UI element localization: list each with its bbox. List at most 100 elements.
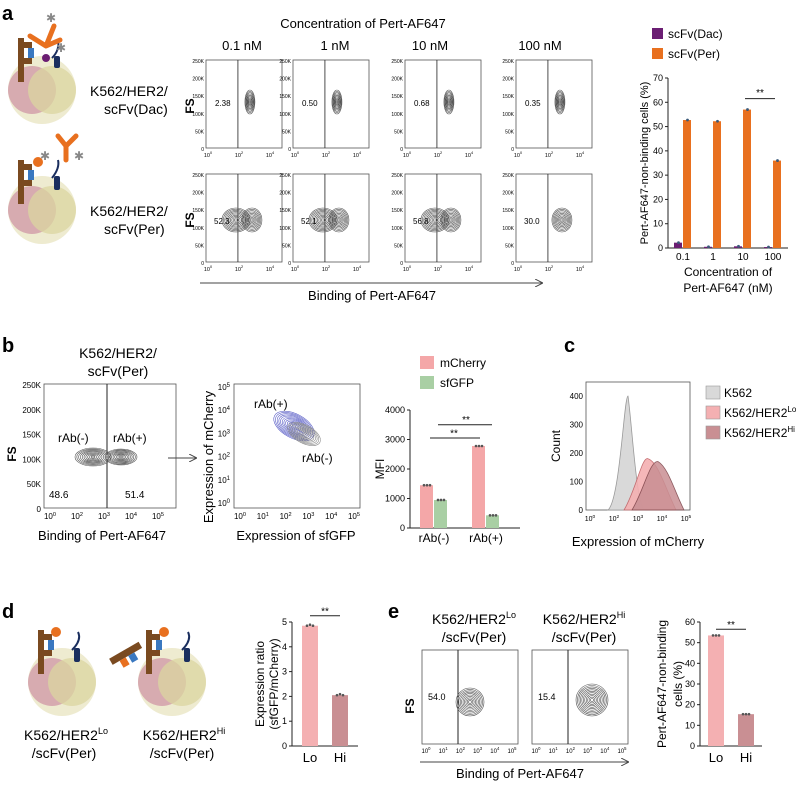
binding-axis-label-a: Binding of Pert-AF647 — [308, 288, 436, 303]
tick-exp: 2 — [440, 265, 442, 269]
data-point — [338, 692, 342, 696]
contour-ring — [444, 92, 454, 112]
panel-letter-d: d — [2, 601, 14, 623]
tick-base: 10 — [234, 512, 243, 521]
scatter-y-label: Expression of mCherry — [201, 390, 216, 523]
contour-ring — [231, 216, 241, 224]
tick-exp: 4 — [272, 151, 275, 155]
x-tick-label: rAb(+) — [469, 531, 503, 545]
contour-ring — [80, 450, 106, 464]
data-point — [737, 244, 740, 248]
flow-plots-e: 54.010010110210310410515.410010110210310… — [421, 649, 629, 755]
tick-exp: 5 — [227, 383, 231, 389]
tick-exp: 2 — [463, 746, 466, 751]
y-axis-label: (sfGFP/mCherry) — [267, 638, 281, 729]
y-axis-label: Pert-AF647-non-binding cells (%) — [639, 82, 651, 245]
tick-base: 10 — [44, 512, 53, 521]
bar-chart-b: 0 1000 2000 3000 4000 MFI rAb(-) rAb(+) ** ** mChe… — [373, 356, 520, 545]
y-tick-label: 200K — [22, 406, 41, 415]
contour-ring — [556, 93, 564, 111]
cell-icon-per: ✱ ✱ — [8, 133, 84, 244]
x-tick-label: 104 — [465, 265, 474, 273]
tick-base: 10 — [473, 749, 480, 755]
d-label-lo-line1: K562/HER2Lo — [24, 726, 108, 743]
fs-label-row1: FS — [183, 98, 197, 113]
tick-exp: 4 — [607, 746, 610, 751]
x-tick-label: 103 — [302, 512, 314, 521]
tick-base: 10 — [218, 499, 227, 508]
panel-letter-b: b — [2, 335, 14, 357]
x-axis-label: Pert-AF647 (nM) — [683, 281, 772, 295]
tick-exp: 4 — [134, 512, 137, 518]
legend-swatch — [652, 28, 663, 39]
tick-exp: 2 — [80, 512, 83, 518]
tick-base: 10 — [353, 267, 359, 273]
data-point — [442, 498, 446, 502]
tick-exp: 4 — [227, 406, 231, 412]
contour-ring — [445, 95, 453, 110]
contour-ring — [552, 209, 572, 232]
gate-plot-b: 250K 200K 150K 100K 50K 0 rAb(-) rAb(+) 48.6 51.4… — [22, 381, 177, 521]
bar — [420, 485, 433, 528]
tick-base: 10 — [434, 267, 440, 273]
concentration-label: 1 nM — [321, 38, 350, 53]
gate-percent: 52.1 — [301, 217, 317, 226]
contour-ring — [464, 696, 476, 708]
contour-ring — [560, 218, 564, 222]
contour-ring — [585, 693, 599, 707]
x-tick-label: 103 — [633, 514, 644, 523]
tick-exp: 2 — [328, 151, 330, 155]
contour-ring — [429, 214, 441, 226]
y-tick-label: 4000 — [385, 405, 405, 415]
contour-ring — [336, 217, 342, 224]
tick-base: 10 — [235, 267, 241, 273]
contour-ring — [107, 450, 135, 464]
y-tick-label: 0 — [400, 261, 403, 267]
y-tick-label: 250K — [192, 173, 204, 179]
tick-base: 10 — [403, 153, 409, 159]
panel-letter-e: e — [388, 601, 399, 623]
legend-label: K562 — [724, 386, 752, 400]
tick-base: 10 — [583, 749, 590, 755]
legend-label-sup: Lo — [787, 405, 796, 414]
x-axis-label: Concentration of — [684, 265, 773, 279]
contour-ring — [580, 688, 604, 712]
svg-text:✱: ✱ — [56, 41, 66, 55]
x-tick-label: 100 — [765, 252, 782, 263]
tick-exp: 1 — [445, 746, 448, 751]
gate-label: rAb(-) — [58, 431, 89, 445]
tick-exp: 5 — [689, 514, 692, 520]
y-tick-label: 200K — [279, 191, 291, 197]
contour-ring — [581, 689, 603, 711]
y-tick-label: 60 — [685, 617, 695, 627]
contour-ring — [555, 92, 565, 112]
contour-ring — [334, 214, 344, 226]
y-tick-label: 50K — [505, 243, 515, 249]
histogram-hi — [631, 461, 685, 511]
contour-ring — [89, 454, 97, 460]
tick-exp: 4 — [471, 151, 474, 155]
contour-ring — [83, 452, 103, 462]
tick-base: 10 — [531, 749, 538, 755]
x-tick-label: 104 — [576, 151, 585, 159]
tick-exp: 0 — [593, 514, 596, 520]
x-tick-label: 105 — [617, 746, 627, 755]
y-tick-label: 150K — [279, 208, 291, 214]
x-tick-label: 100 — [421, 746, 431, 755]
tick-base: 10 — [657, 516, 665, 523]
x-tick-label: 102 — [566, 746, 576, 755]
tick-exp: 2 — [328, 265, 330, 269]
x-tick-label: 105 — [681, 514, 692, 523]
x-tick-label: 102 — [456, 746, 466, 755]
x-tick-label: 102 — [322, 151, 330, 159]
y-tick-label: 100K — [391, 226, 403, 232]
legend-swatch — [705, 425, 721, 440]
gate-label: rAb(+) — [113, 431, 147, 445]
contour-ring — [551, 207, 573, 233]
contour-ring — [225, 211, 247, 229]
tick-exp: 4 — [359, 265, 362, 269]
contour-ring — [590, 698, 594, 702]
tick-base: 10 — [291, 267, 297, 273]
